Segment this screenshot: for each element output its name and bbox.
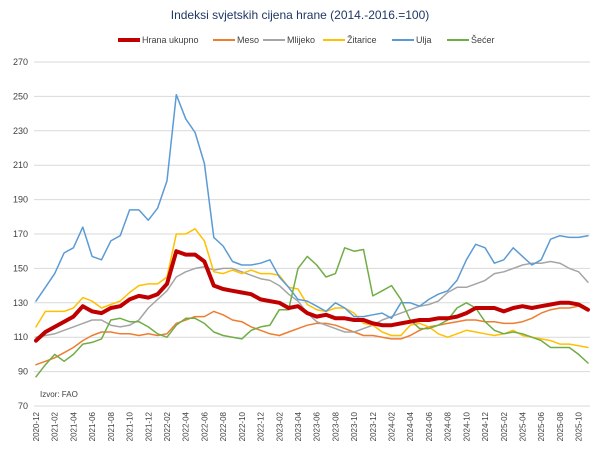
gridlines	[34, 61, 590, 407]
x-tick-label: 2022-10	[238, 411, 247, 441]
x-tick-label: 2024-04	[406, 411, 415, 441]
legend-item-ulja: Ulja	[392, 35, 432, 45]
series-line-secer	[35, 247, 589, 378]
source-note: Izvor: FAO	[40, 390, 78, 399]
chart-title: Indeksi svjetskih cijena hrane (2014.-20…	[171, 8, 430, 22]
x-tick-label: 2023-12	[369, 411, 378, 441]
x-tick-label: 2020-12	[32, 411, 41, 441]
series-lines	[34, 93, 590, 378]
x-tick-label: 2025-04	[519, 411, 528, 441]
x-tick-label: 2022-02	[163, 411, 172, 441]
legend-item-secer: Šećer	[447, 35, 495, 45]
legend-label: Mlijeko	[287, 35, 315, 45]
y-tick-label: 110	[14, 332, 28, 342]
x-tick-label: 2024-02	[388, 411, 397, 441]
series-line-zitarice	[35, 228, 589, 349]
series-line-meso	[35, 305, 589, 366]
legend-item-meso: Meso	[213, 35, 259, 45]
x-tick-label: 2023-10	[350, 411, 359, 441]
x-tick-label: 2024-12	[481, 411, 490, 441]
x-tick-label: 2025-08	[556, 411, 565, 441]
x-tick-label: 2021-12	[144, 411, 153, 441]
y-tick-label: 90	[18, 367, 28, 377]
x-tick-label: 2023-04	[294, 411, 303, 441]
legend-item-hrana-ukupno: Hrana ukupno	[118, 35, 199, 45]
legend-label: Meso	[237, 35, 259, 45]
x-tick-label: 2022-12	[257, 411, 266, 441]
legend-label: Hrana ukupno	[142, 35, 199, 45]
x-axis: 2020-12 2021-02 2021-04 2021-06 2021-08 2021-…	[32, 411, 584, 441]
y-tick-label: 270	[13, 57, 28, 67]
y-tick-label: 170	[13, 229, 28, 239]
x-tick-label: 2025-06	[537, 411, 546, 441]
series-line-hrana-ukupno	[34, 249, 590, 343]
x-tick-label: 2023-06	[313, 411, 322, 441]
x-tick-label: 2025-02	[500, 411, 509, 441]
legend-item-zitarice: Žitarice	[323, 35, 377, 45]
series-line-ulja	[35, 93, 589, 320]
x-tick-label: 2021-04	[69, 411, 78, 441]
y-tick-label: 130	[13, 298, 28, 308]
series-line-mlijeko	[35, 260, 589, 338]
y-tick-label: 250	[13, 91, 28, 101]
y-tick-label: 190	[13, 195, 28, 205]
x-tick-label: 2022-04	[182, 411, 191, 441]
y-tick-label: 70	[18, 401, 28, 411]
legend-item-mlijeko: Mlijeko	[263, 35, 315, 45]
y-tick-label: 210	[13, 160, 28, 170]
x-tick-label: 2022-08	[219, 411, 228, 441]
legend: Hrana ukupno Meso Mlijeko Žitarice Ulja Šećer	[118, 35, 495, 45]
y-tick-label: 150	[13, 263, 28, 273]
x-tick-label: 2024-06	[425, 411, 434, 441]
x-tick-label: 2022-06	[200, 411, 209, 441]
legend-label: Ulja	[416, 35, 432, 45]
x-tick-label: 2023-08	[331, 411, 340, 441]
x-tick-label: 2021-02	[51, 411, 60, 441]
x-tick-label: 2024-10	[462, 411, 471, 441]
x-tick-label: 2021-10	[126, 411, 135, 441]
y-axis: 70 90 110 130 150 170 190 210 230 250 270	[13, 57, 28, 411]
x-tick-label: 2025-10	[575, 411, 584, 441]
legend-label: Šećer	[471, 35, 495, 45]
x-tick-label: 2023-02	[275, 411, 284, 441]
x-tick-label: 2021-06	[88, 411, 97, 441]
legend-label: Žitarice	[347, 35, 377, 45]
y-tick-label: 230	[13, 126, 28, 136]
x-tick-label: 2024-08	[444, 411, 453, 441]
x-tick-label: 2021-08	[107, 411, 116, 441]
